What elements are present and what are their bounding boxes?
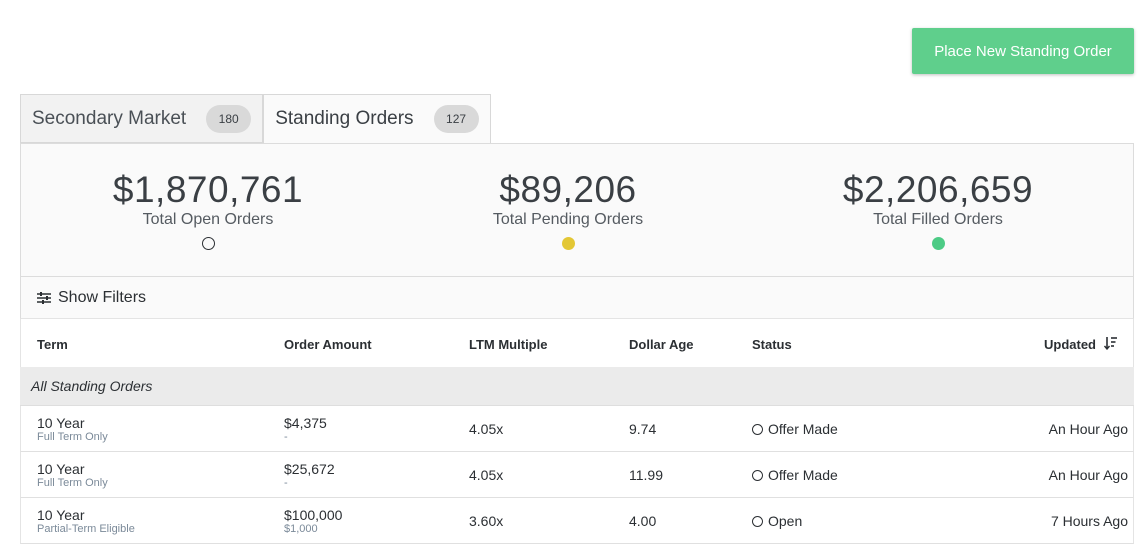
status-ring-icon (752, 469, 763, 481)
status-cell: Open (752, 513, 802, 529)
term-value: 10 Year (37, 507, 85, 523)
column-header-updated[interactable]: Updated (1044, 337, 1096, 352)
summary-panel: $1,870,761 Total Open Orders $89,206 Tot… (20, 143, 1134, 277)
status-cell: Offer Made (752, 467, 838, 483)
updated-value: 7 Hours Ago (1050, 513, 1128, 529)
count-badge: 127 (433, 105, 479, 133)
tab-label: Standing Orders (275, 108, 414, 129)
tab-standing-orders[interactable]: Standing Orders 127 (263, 94, 491, 144)
ltm-multiple-value: 4.05x (469, 467, 504, 483)
dollar-age-value: 4.00 (629, 513, 657, 529)
summary-pending-orders: $89,206 Total Pending Orders (438, 166, 698, 250)
dollar-age-value: 9.74 (629, 421, 657, 437)
column-header-order-amount[interactable]: Order Amount (284, 337, 372, 352)
standing-orders-table: Term Order Amount LTM Multiple Dollar Ag… (20, 319, 1134, 544)
order-amount-subtext: $1,000 (284, 523, 318, 535)
filled-status-dot (931, 237, 945, 250)
summary-label: Total Open Orders (142, 211, 274, 228)
show-filters-label: Show Filters (58, 288, 147, 306)
summary-value: $2,206,659 (842, 169, 1034, 210)
term-value: 10 Year (37, 461, 85, 477)
status-text: Open (768, 513, 803, 529)
term-subtext: Partial-Term Eligible (37, 523, 135, 535)
status-ring-icon (752, 423, 763, 435)
sort-descending-icon[interactable] (1104, 336, 1118, 350)
status-cell: Offer Made (752, 421, 838, 437)
tab-label: Secondary Market (32, 107, 187, 129)
summary-open-orders: $1,870,761 Total Open Orders (78, 166, 338, 250)
order-amount-subtext: - (284, 431, 288, 443)
pending-status-dot (561, 237, 575, 250)
table-row[interactable]: 10 Year Full Term Only $4,375 - 4.05x 9.… (20, 406, 1134, 452)
order-amount-value: $25,672 (284, 461, 335, 477)
order-amount-value: $100,000 (284, 507, 343, 523)
summary-label: Total Pending Orders (492, 211, 644, 228)
summary-label: Total Filled Orders (873, 211, 1003, 228)
summary-value: $89,206 (499, 169, 637, 210)
place-new-standing-order-button[interactable]: Place New Standing Order (912, 28, 1134, 74)
ltm-multiple-value: 3.60x (469, 513, 504, 529)
column-header-term[interactable]: Term (37, 337, 68, 352)
order-amount-subtext: - (284, 477, 288, 489)
term-subtext: Full Term Only (37, 477, 108, 489)
column-header-status[interactable]: Status (752, 337, 792, 352)
status-ring-icon (752, 515, 763, 527)
status-text: Offer Made (768, 467, 838, 483)
summary-filled-orders: $2,206,659 Total Filled Orders (808, 166, 1068, 250)
count-badge: 180 (206, 104, 252, 133)
status-text: Offer Made (768, 421, 838, 437)
column-header-ltm-multiple[interactable]: LTM Multiple (469, 337, 548, 352)
tab-secondary-market[interactable]: Secondary Market 180 (20, 94, 264, 143)
term-value: 10 Year (37, 415, 85, 431)
open-status-dot (201, 237, 215, 250)
table-row[interactable]: 10 Year Full Term Only $25,672 - 4.05x 1… (20, 452, 1134, 498)
group-header: All Standing Orders (20, 367, 1134, 406)
summary-value: $1,870,761 (112, 169, 304, 210)
tab-bar: Secondary Market 180 Standing Orders 127 (20, 94, 491, 144)
sliders-icon (37, 291, 51, 304)
column-header-dollar-age[interactable]: Dollar Age (629, 337, 694, 352)
dollar-age-value: 11.99 (629, 467, 663, 483)
order-amount-value: $4,375 (284, 415, 327, 431)
show-filters-toggle[interactable]: Show Filters (20, 277, 1134, 319)
updated-value: An Hour Ago (1048, 421, 1128, 437)
updated-value: An Hour Ago (1048, 467, 1128, 483)
table-row[interactable]: 10 Year Partial-Term Eligible $100,000 $… (20, 498, 1134, 544)
ltm-multiple-value: 4.05x (469, 421, 504, 437)
table-header: Term Order Amount LTM Multiple Dollar Ag… (20, 319, 1134, 367)
term-subtext: Full Term Only (37, 431, 108, 443)
